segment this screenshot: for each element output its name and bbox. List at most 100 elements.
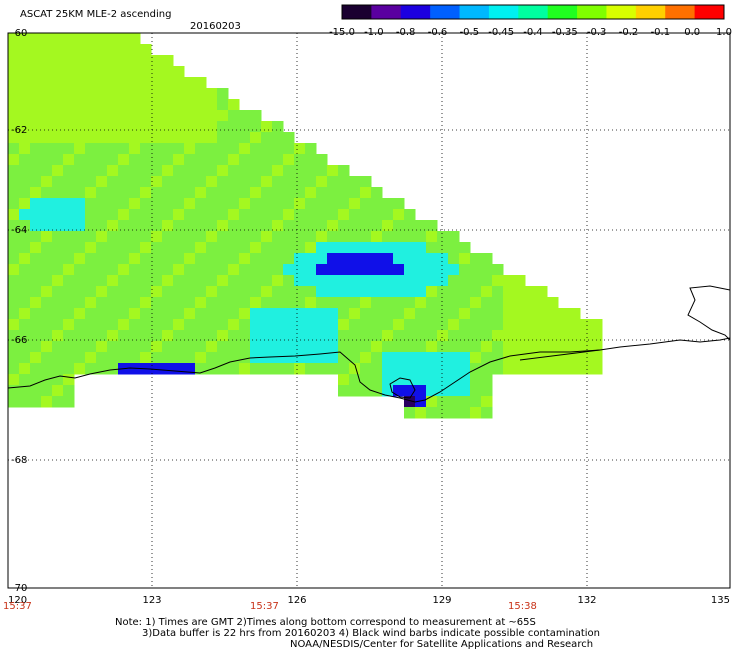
data-cell — [250, 110, 262, 122]
data-cell — [19, 242, 31, 254]
data-cell — [382, 264, 394, 276]
data-cell — [503, 341, 515, 353]
latitude-label: -70 — [11, 583, 27, 594]
data-cell — [140, 275, 152, 287]
data-cell — [151, 297, 163, 309]
data-cell — [228, 231, 240, 243]
data-cell — [382, 297, 394, 309]
data-cell — [404, 297, 416, 309]
latitude-label: -64 — [11, 225, 27, 236]
data-cell — [503, 275, 515, 287]
data-cell — [217, 319, 229, 331]
data-cell — [239, 198, 251, 210]
data-cell — [448, 319, 460, 331]
data-cell — [426, 352, 438, 364]
latitude-labels: -60 -62 -64 -66 -68 -70 — [11, 28, 27, 594]
data-cell — [426, 275, 438, 287]
color-scale-swatch — [488, 5, 519, 19]
data-cell — [294, 165, 306, 177]
data-cell — [327, 297, 339, 309]
data-cell — [96, 209, 108, 221]
data-cell — [107, 110, 119, 122]
data-cell — [52, 341, 64, 353]
data-cell — [217, 363, 229, 375]
data-cell — [316, 319, 328, 331]
data-cell — [239, 231, 251, 243]
data-cell — [525, 352, 537, 364]
data-cell — [250, 187, 262, 199]
data-cell — [41, 121, 53, 133]
data-cell — [514, 363, 526, 375]
data-cell — [360, 176, 372, 188]
data-cell — [206, 264, 218, 276]
data-cell — [228, 308, 240, 320]
time-label: 15:37 — [3, 601, 32, 612]
data-cell — [217, 165, 229, 177]
data-cell — [272, 352, 284, 364]
data-cell — [107, 209, 119, 221]
data-cell — [250, 253, 262, 265]
data-cell — [426, 396, 438, 408]
data-cell — [338, 264, 350, 276]
data-cell — [85, 66, 97, 78]
data-cell — [338, 319, 350, 331]
data-cell — [569, 319, 581, 331]
data-cell — [514, 275, 526, 287]
data-cell — [96, 253, 108, 265]
data-cell — [448, 407, 460, 419]
data-cell — [107, 297, 119, 309]
data-cell — [63, 308, 75, 320]
data-cell — [393, 308, 405, 320]
data-cell — [283, 352, 295, 364]
data-cell — [569, 330, 581, 342]
data-cell — [195, 88, 207, 100]
footer-note-line2: 3)Data buffer is 22 hrs from 20160203 4)… — [142, 628, 600, 639]
data-cell — [470, 352, 482, 364]
data-cell — [206, 198, 218, 210]
data-cell — [151, 99, 163, 111]
color-scale-swatch — [635, 5, 666, 19]
data-cell — [393, 330, 405, 342]
data-cell — [173, 110, 185, 122]
data-cell — [426, 264, 438, 276]
data-cell — [206, 99, 218, 111]
data-cell — [305, 286, 317, 298]
data-cell — [239, 165, 251, 177]
data-cell — [140, 264, 152, 276]
data-cell — [195, 341, 207, 353]
data-cell — [74, 242, 86, 254]
data-cell — [239, 330, 251, 342]
data-cell — [448, 286, 460, 298]
longitude-labels: 120 123 126 129 132 135 — [8, 595, 730, 606]
data-cell — [162, 110, 174, 122]
data-cell — [393, 220, 405, 232]
data-cell — [63, 99, 75, 111]
data-cell — [481, 363, 493, 375]
data-cell — [217, 352, 229, 364]
data-cell — [206, 220, 218, 232]
data-cell — [217, 231, 229, 243]
data-cell — [294, 264, 306, 276]
data-cell — [349, 253, 361, 265]
data-cell — [448, 363, 460, 375]
data-cell — [437, 374, 449, 386]
data-cell — [41, 385, 53, 397]
data-cell — [195, 363, 207, 375]
data-cell — [382, 220, 394, 232]
data-cell — [8, 253, 20, 265]
data-cell — [448, 297, 460, 309]
data-cell — [404, 209, 416, 221]
data-cell — [283, 242, 295, 254]
data-cell — [426, 330, 438, 342]
data-cell — [217, 275, 229, 287]
data-cell — [338, 330, 350, 342]
data-cell — [118, 297, 130, 309]
data-cell — [140, 55, 152, 67]
data-cell — [107, 143, 119, 155]
data-cell — [52, 396, 64, 408]
data-cell — [63, 33, 75, 45]
data-cell — [536, 363, 548, 375]
data-cell — [184, 242, 196, 254]
data-cell — [470, 341, 482, 353]
data-cell — [19, 341, 31, 353]
